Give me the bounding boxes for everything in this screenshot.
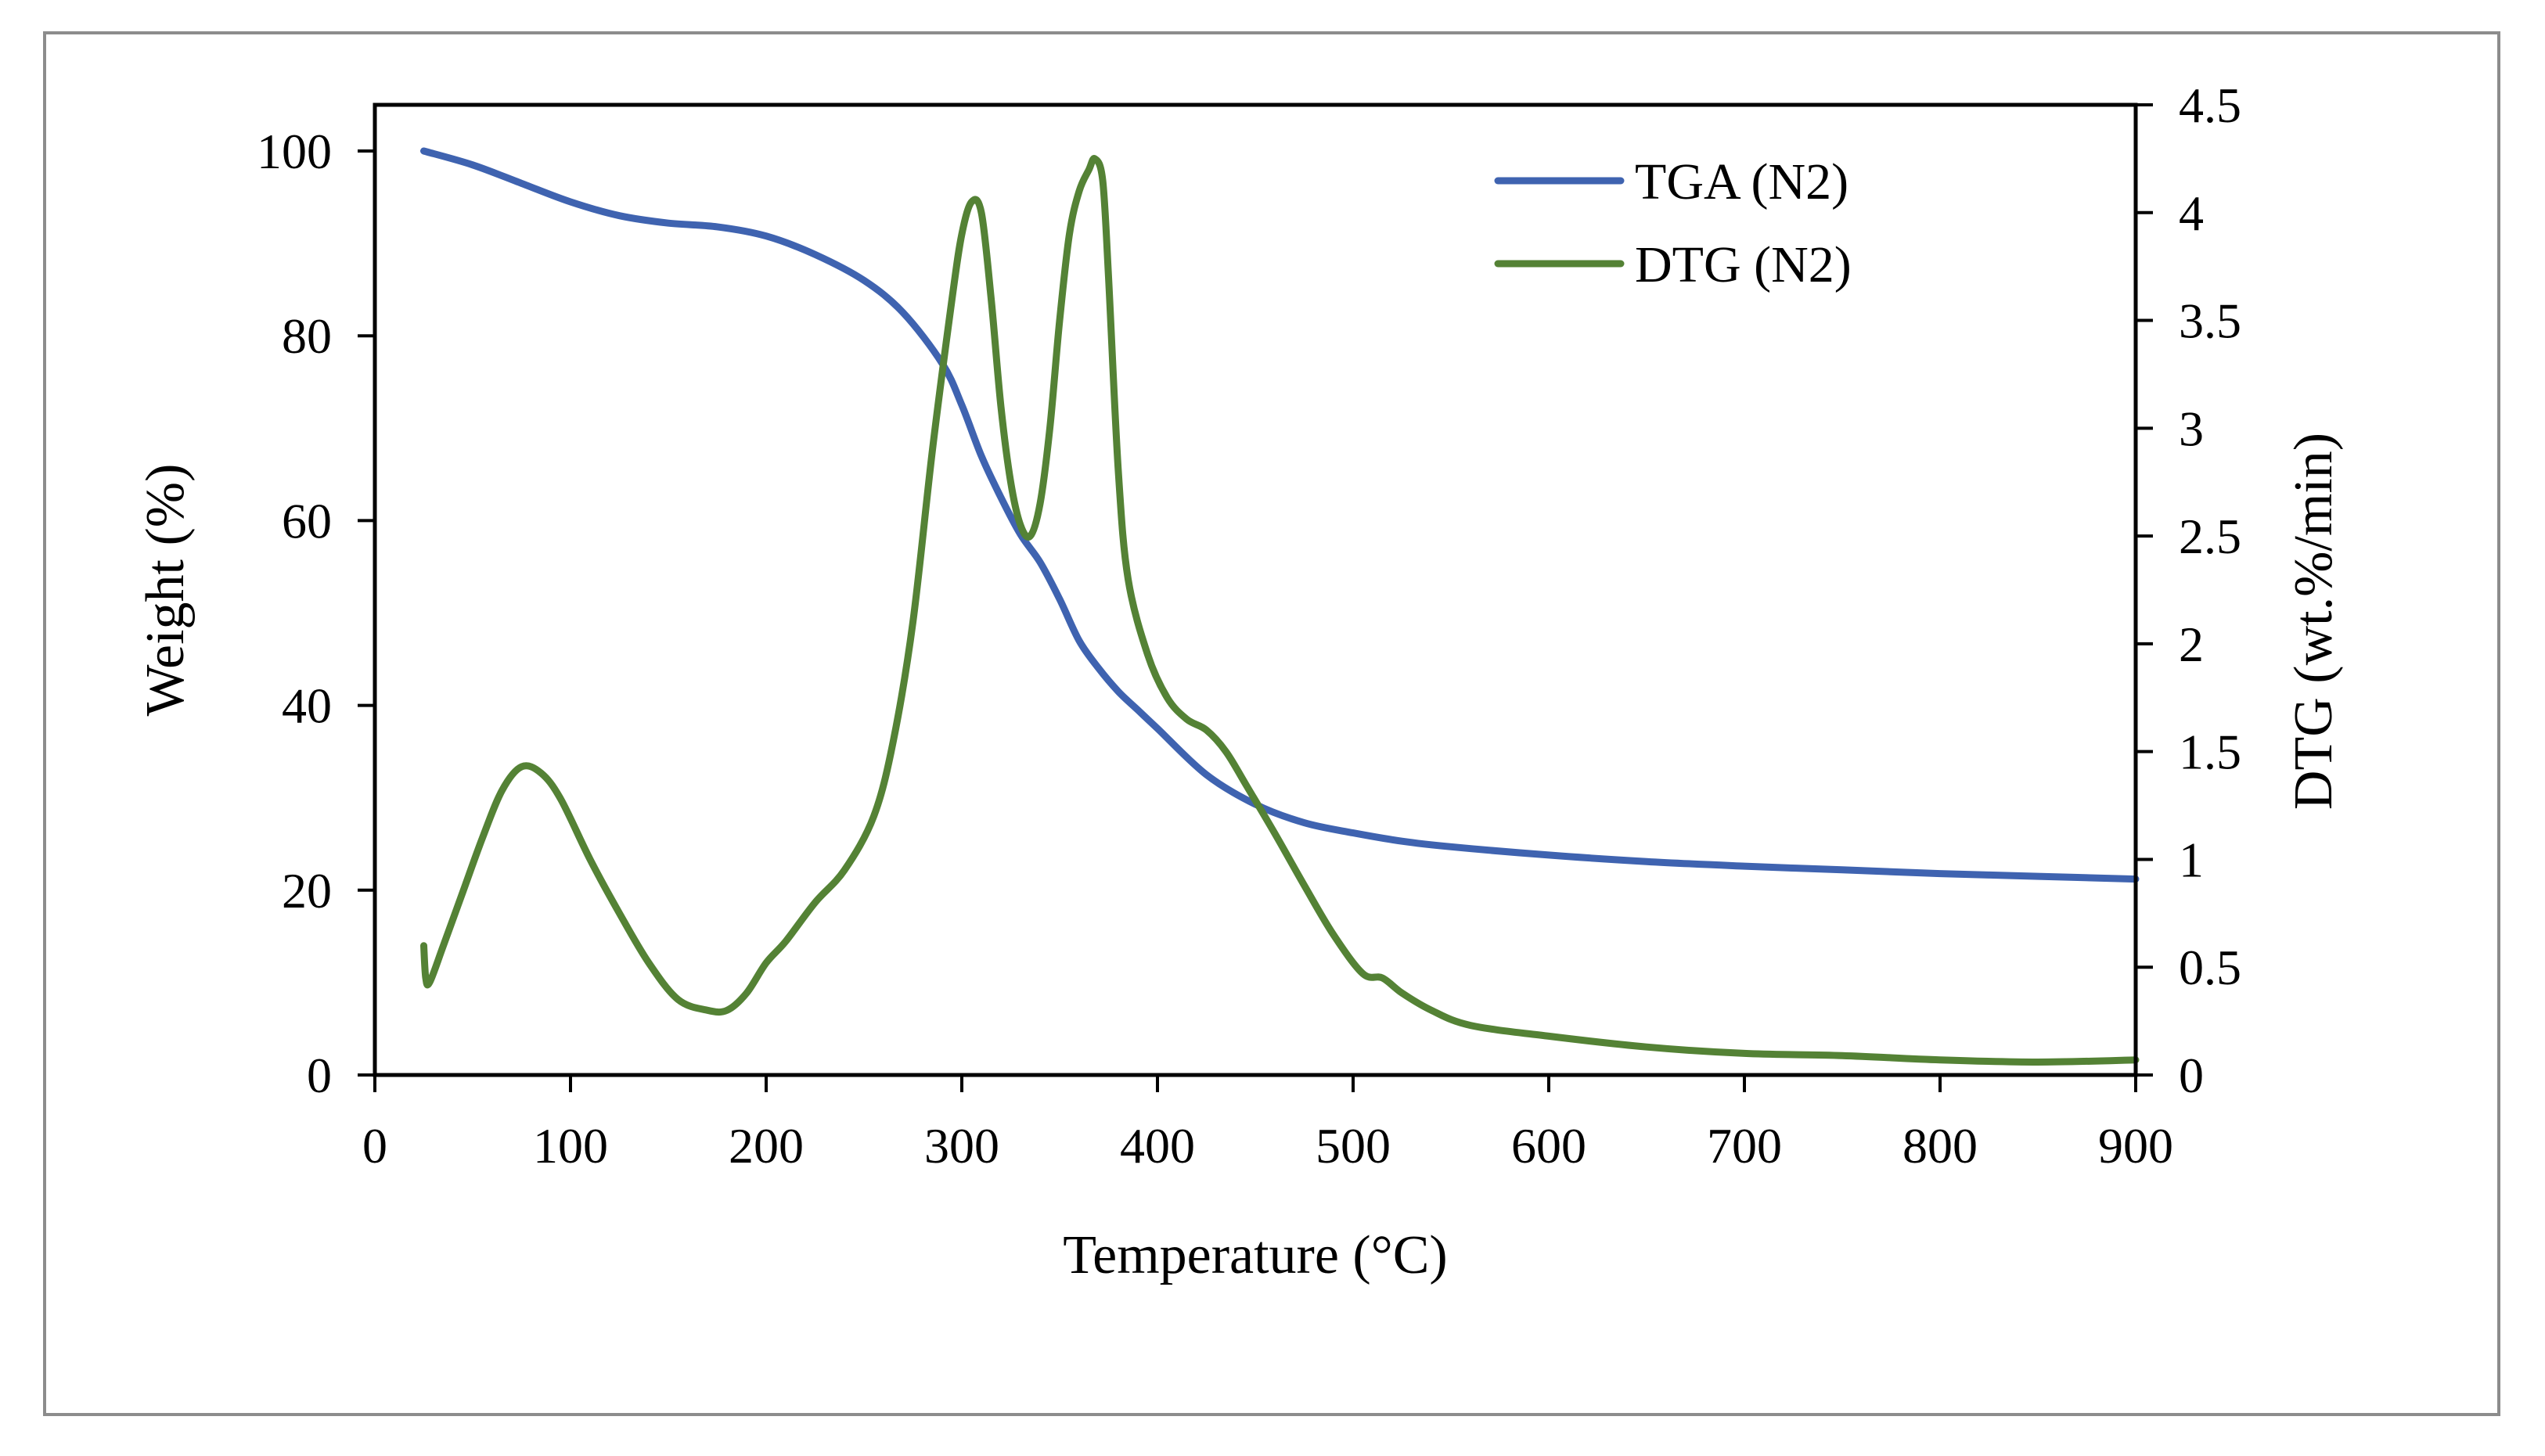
y2-tick-label: 4.5 — [2179, 77, 2241, 133]
plot-layer — [420, 147, 2140, 1066]
y-tick-label: 40 — [282, 678, 332, 734]
legend-label-dtg: DTG (N2) — [1635, 236, 1852, 293]
y2-tick-label: 2 — [2179, 617, 2204, 672]
x-tick-label: 600 — [1511, 1118, 1586, 1174]
x-tick-label: 200 — [729, 1118, 804, 1174]
x-tick-label: 900 — [2098, 1118, 2173, 1174]
y2-tick-label: 3 — [2179, 401, 2204, 456]
x-tick-label: 100 — [533, 1118, 608, 1174]
y-tick-label: 80 — [282, 308, 332, 364]
y2-tick-label: 0 — [2179, 1048, 2204, 1103]
tga-series-line — [420, 147, 2140, 883]
x-axis-title: Temperature (°C) — [1063, 1225, 1447, 1285]
x-tick-label: 700 — [1707, 1118, 1782, 1174]
x-tick-label: 400 — [1120, 1118, 1195, 1174]
x-tick-label: 500 — [1316, 1118, 1391, 1174]
legend: TGA (N2) DTG (N2) — [1494, 153, 1852, 293]
legend-label-tga: TGA (N2) — [1635, 153, 1848, 210]
y2-tick-label: 0.5 — [2179, 940, 2241, 995]
y2-tick-label: 2.5 — [2179, 509, 2241, 564]
y2-tick-label: 3.5 — [2179, 293, 2241, 349]
y2-axis-title: DTG (wt.%/min) — [2284, 433, 2344, 810]
y-axis-title: Weight (%) — [135, 464, 196, 717]
axes-layer: 0 100 200 300 400 500 600 700 800 900020406080100… — [257, 77, 2241, 1174]
y-tick-label: 0 — [307, 1048, 332, 1103]
y-tick-label: 20 — [282, 863, 332, 919]
dtg-series-line — [420, 155, 2140, 1066]
y-tick-label: 100 — [257, 124, 332, 179]
x-tick-label: 800 — [1902, 1118, 1978, 1174]
y-tick-label: 60 — [282, 493, 332, 548]
y2-tick-label: 1 — [2179, 832, 2204, 887]
x-tick-label: 300 — [924, 1118, 999, 1174]
y2-tick-label: 4 — [2179, 185, 2204, 241]
chart-frame: 0 100 200 300 400 500 600 700 800 900 0 20 40 60 80 100… — [43, 31, 2500, 1416]
y2-tick-label: 1.5 — [2179, 724, 2241, 780]
x-tick-label: 0 — [362, 1118, 387, 1174]
plot-area — [373, 102, 2138, 1077]
chart-svg: 0 100 200 300 400 500 600 700 800 900020406080100… — [135, 77, 2344, 1285]
